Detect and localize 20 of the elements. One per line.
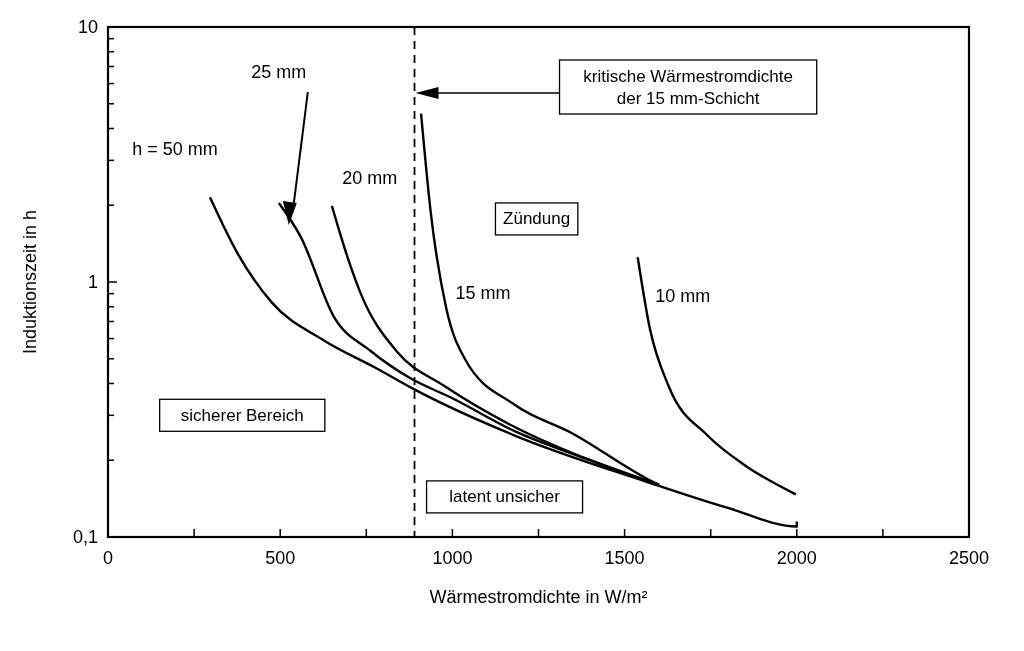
y-tick-label: 0,1 <box>72 527 98 547</box>
annotation: latent unsicher <box>449 487 561 507</box>
x-tick-label: 2500 <box>948 548 990 568</box>
y-tick-label: 1 <box>87 272 98 292</box>
y-tick-label: 10 <box>77 17 98 37</box>
annotation: Zündung <box>503 209 571 229</box>
x-axis-title: Wärmestromdichte in W/m² <box>429 587 648 607</box>
x-tick-label: 2000 <box>776 548 817 568</box>
x-tick-label: 1000 <box>432 548 473 568</box>
x-tick-label: 500 <box>265 548 296 568</box>
annotation: kritische Wärmestromdichte der 15 mm-Schicht <box>583 66 793 108</box>
annotation: sicherer Bereich <box>180 405 304 425</box>
y-axis-title: Induktionszeit in h <box>20 209 40 355</box>
series-label: 20 mm <box>342 167 398 188</box>
text: h = 50 mm <box>132 139 218 160</box>
series-label: 15 mm <box>455 282 511 303</box>
x-tick-label: 1500 <box>604 548 645 568</box>
text: 25 mm <box>251 62 307 83</box>
x-tick-label: 0 <box>102 548 114 568</box>
series-label: 10 mm <box>655 286 711 307</box>
